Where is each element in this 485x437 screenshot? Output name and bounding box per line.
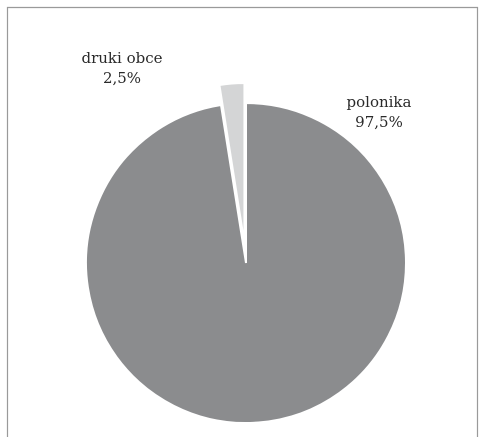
slice-label-name-druki-obce: druki obce — [82, 49, 163, 67]
slice-label-value-druki-obce: 2,5% — [103, 69, 141, 87]
slice-label-name-polonika: polonika — [347, 93, 412, 111]
slice-label-value-polonika: 97,5% — [355, 113, 403, 131]
chart-border — [6, 6, 479, 437]
pie-slice-polonika — [85, 101, 407, 424]
pie-slices — [85, 82, 407, 424]
pie-slice-druki-obce — [218, 82, 246, 244]
